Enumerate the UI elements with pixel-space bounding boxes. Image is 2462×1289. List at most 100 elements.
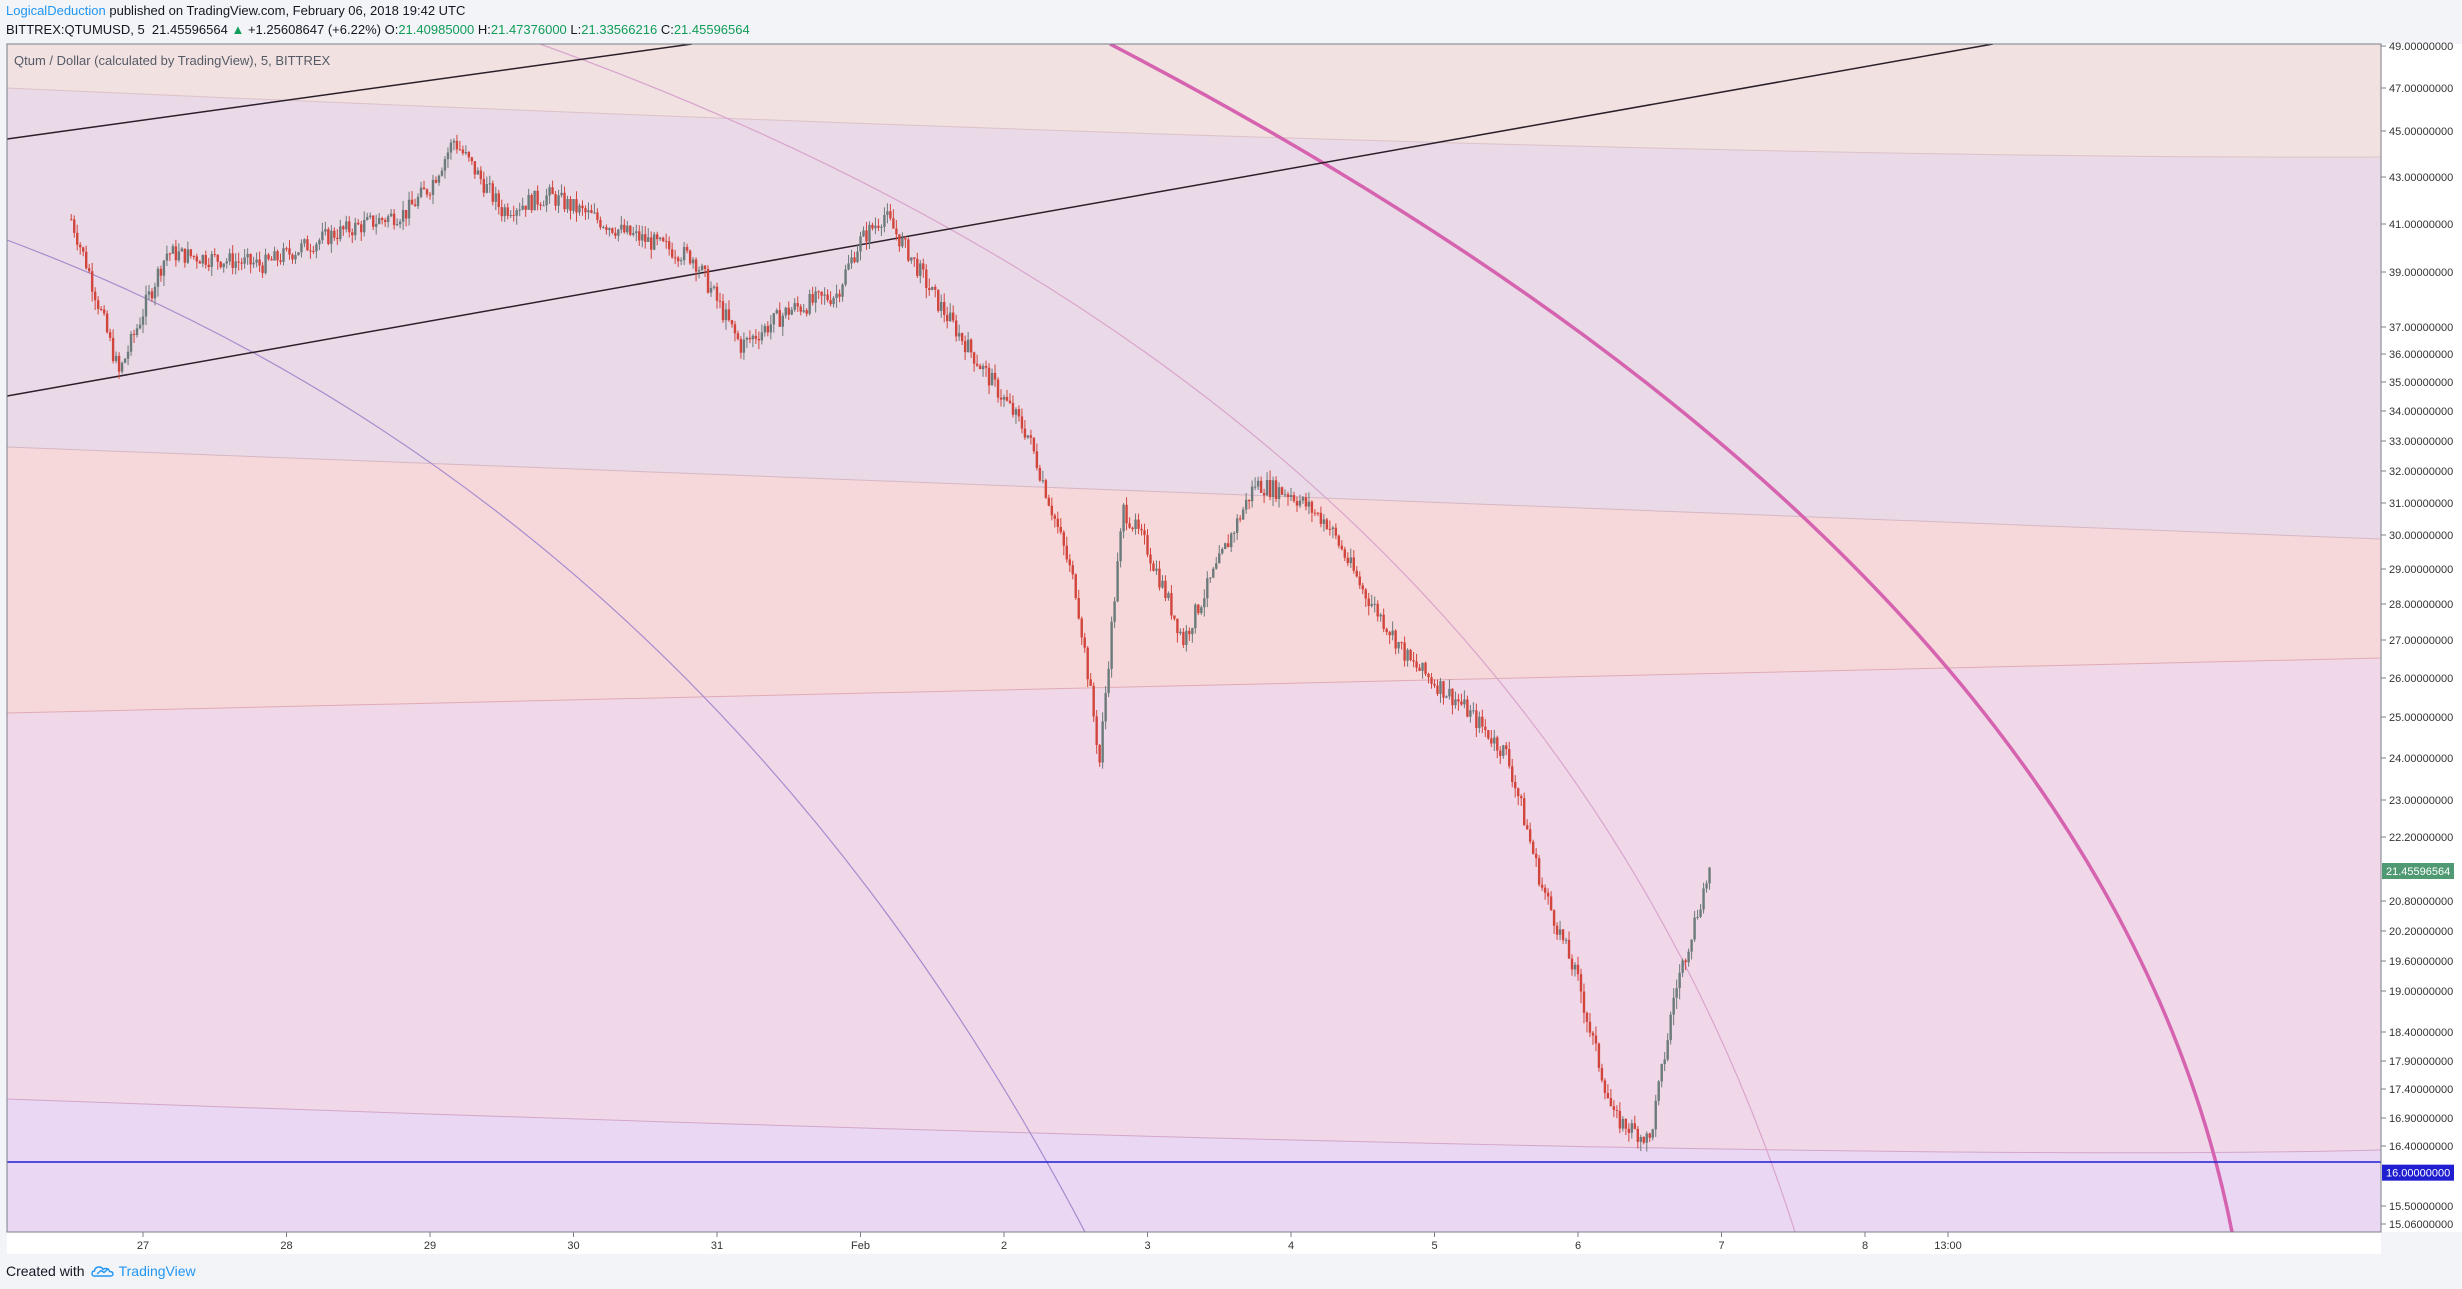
candle-body <box>1104 693 1107 722</box>
price-tick-label: 24.00000000 <box>2389 753 2453 765</box>
candle-body <box>1098 744 1101 763</box>
candle-body <box>838 293 841 297</box>
low-label: L: <box>570 22 582 37</box>
price-axis-ticks: 49.00000000 47.00000000 45.00000000 43.0000… <box>2381 41 2453 1231</box>
candle-body <box>198 261 202 264</box>
candle-body <box>1134 519 1137 530</box>
candle-body <box>1621 1118 1625 1129</box>
candle-body <box>306 239 309 251</box>
candle-body <box>1235 518 1239 533</box>
candle-body <box>1071 565 1074 575</box>
candle-body <box>661 237 665 242</box>
candle-body <box>635 231 638 234</box>
fib-arc-outer <box>1109 44 2234 1232</box>
candle-body <box>1382 614 1385 629</box>
candle-body <box>862 230 865 237</box>
candle-body <box>70 219 73 221</box>
candle-body <box>1705 883 1708 889</box>
candle-body <box>832 298 835 305</box>
candle-body <box>312 250 315 252</box>
candle-body <box>1221 548 1224 554</box>
candle-body <box>1463 699 1466 705</box>
candle-body <box>1457 699 1460 702</box>
candle-body <box>354 222 357 236</box>
time-tick-label: 13:00 <box>1934 1240 1962 1252</box>
author-link[interactable]: LogicalDeduction <box>6 3 106 18</box>
candle-body <box>114 355 118 362</box>
candle-body <box>1603 1080 1607 1094</box>
candle-body <box>1427 674 1430 678</box>
candle-body <box>330 230 333 244</box>
candle-body <box>1230 533 1233 548</box>
candle-body <box>1280 487 1284 495</box>
candle-body <box>189 249 193 256</box>
candle-body <box>102 309 106 314</box>
time-axis[interactable] <box>7 1232 2381 1254</box>
candle-body <box>1582 991 1586 1013</box>
tradingview-logo[interactable]: TradingView <box>90 1263 196 1279</box>
candle-body <box>712 286 716 288</box>
candle-body <box>966 339 970 353</box>
candle-body <box>575 199 578 213</box>
candle-body <box>1576 964 1580 975</box>
price-axis[interactable] <box>2381 44 2462 1232</box>
candle-body <box>736 333 740 340</box>
tradingview-brand[interactable]: TradingView <box>118 1263 196 1279</box>
candle-body <box>371 215 375 227</box>
candle-body <box>1176 618 1179 634</box>
candle-body <box>1472 710 1475 712</box>
candle-body <box>1334 527 1338 536</box>
candle-body <box>255 259 258 263</box>
candle-body <box>93 291 97 301</box>
candle-body <box>315 244 318 252</box>
candle-body <box>1023 428 1027 438</box>
candle-body <box>1642 1137 1645 1143</box>
trendline-lower[interactable] <box>7 44 1994 397</box>
candle-body <box>1543 887 1547 893</box>
candle-body <box>1247 499 1251 502</box>
candle-body <box>990 372 994 386</box>
candle-body <box>1194 604 1197 629</box>
price-tick-label: 23.00000000 <box>2389 795 2453 807</box>
candle-body <box>1675 988 1678 998</box>
candle-body <box>715 286 719 301</box>
candle-body <box>841 284 844 297</box>
candle-body <box>443 159 447 171</box>
candle-body <box>826 294 829 301</box>
time-tick-label: 4 <box>1288 1240 1294 1252</box>
candle-body <box>883 215 886 227</box>
candle-body <box>1116 561 1119 602</box>
candle-body <box>73 219 76 233</box>
candle-body <box>147 291 151 295</box>
candle-body <box>446 152 450 160</box>
candle-body <box>1203 598 1206 608</box>
candle-body <box>658 237 662 240</box>
candle-body <box>718 300 722 302</box>
candle-body <box>1044 480 1048 498</box>
candle-body <box>1346 557 1350 564</box>
candle-body <box>1349 557 1352 564</box>
candle-body <box>1657 1081 1660 1101</box>
candle-body <box>999 397 1003 400</box>
candle-body <box>578 205 581 213</box>
candle-body <box>1047 497 1051 506</box>
candle-body <box>700 265 704 271</box>
change-value: +1.25608647 (+6.22%) <box>247 22 381 37</box>
candle-body <box>90 271 94 292</box>
candle-body <box>1164 580 1167 599</box>
low-value: 21.33566216 <box>581 22 658 37</box>
candle-body <box>1546 892 1550 897</box>
candle-body <box>1648 1133 1651 1138</box>
candle-body <box>724 309 728 321</box>
candle-body <box>270 258 273 261</box>
candle-series <box>70 134 1711 1152</box>
trendline-upper[interactable] <box>7 44 693 140</box>
candle-body <box>1430 677 1433 684</box>
candle-body <box>697 270 701 272</box>
candle-body <box>222 263 225 268</box>
candle-body <box>1310 501 1314 513</box>
candle-body <box>1433 683 1436 686</box>
candle-body <box>1286 494 1290 498</box>
candle-body <box>790 309 793 315</box>
